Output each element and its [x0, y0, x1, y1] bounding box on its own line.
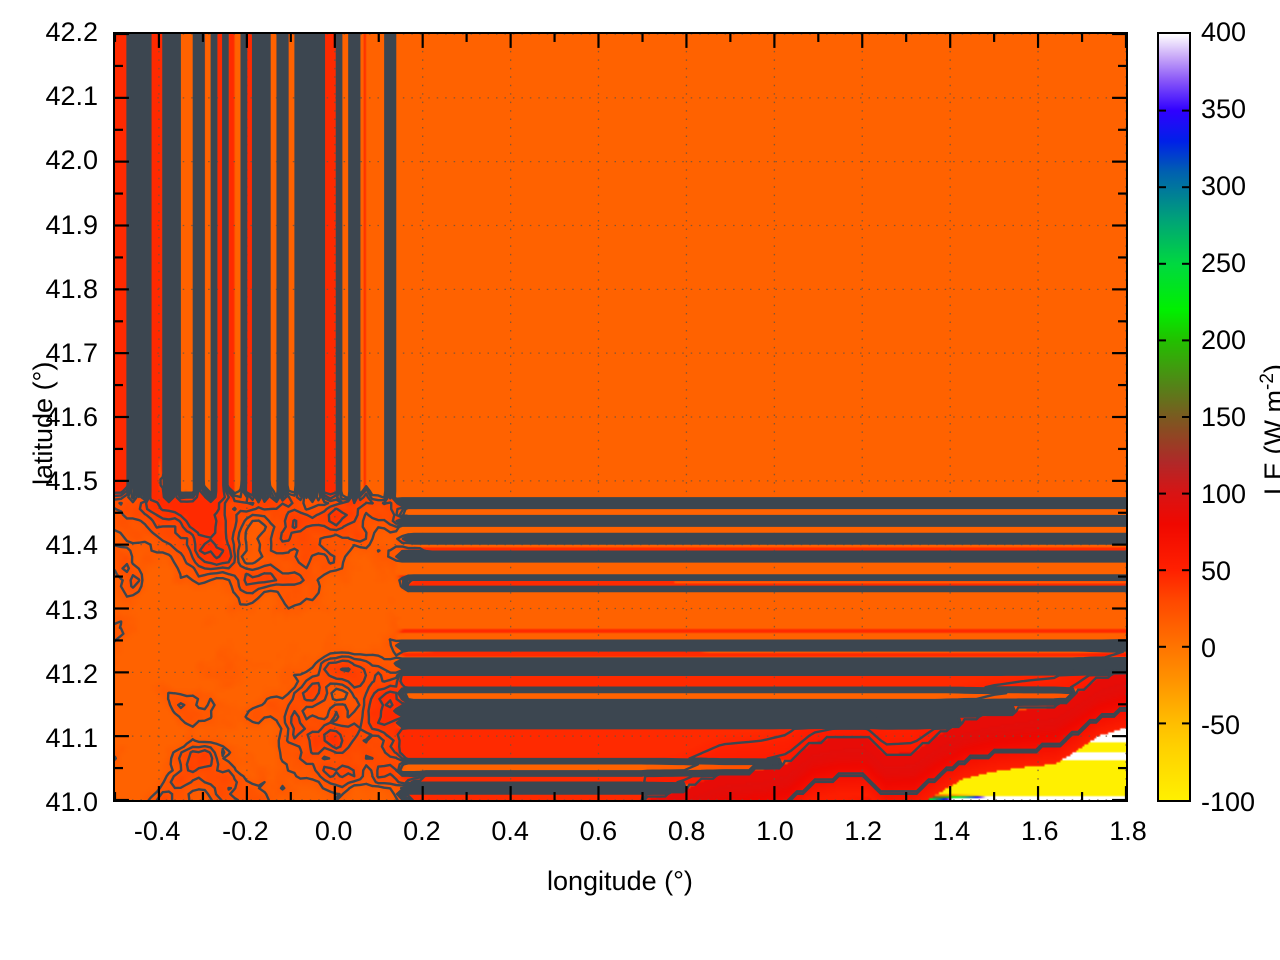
y-tick-label: 41.0	[45, 787, 98, 817]
colorbar-tick-label: 150	[1201, 402, 1247, 432]
y-tick-label: 41.5	[45, 466, 98, 497]
y-tick-label: 42.1	[45, 81, 98, 112]
colorbar-tick-label: 100	[1201, 479, 1247, 509]
grid-lines	[115, 34, 1126, 800]
x-tick-label: 1.4	[932, 816, 971, 846]
colorbar-tick-label: 350	[1201, 94, 1247, 124]
x-tick-label: 1.0	[756, 816, 794, 846]
axis-tick-marks	[115, 34, 1126, 800]
colorbar-tick-label: -50	[1201, 710, 1241, 740]
colorbar-title-superscript: -2	[1257, 373, 1278, 390]
colorbar-title-main: LE (W m	[1259, 390, 1280, 495]
x-tick-label: 0.0	[314, 816, 353, 846]
x-tick-label: 0.8	[667, 816, 706, 846]
y-tick-label: 41.7	[45, 337, 98, 368]
y-axis-title: latitude (°)	[28, 361, 58, 485]
x-tick-label: 1.6	[1020, 816, 1059, 846]
x-tick-label: 1.8	[1109, 816, 1147, 846]
contour-lines	[115, 34, 1126, 800]
x-tick-label: 0.4	[491, 816, 529, 846]
colorbar-tick-marks	[1159, 109, 1189, 725]
colorbar-tick-label: 300	[1201, 171, 1247, 201]
x-axis-title: longitude (°)	[547, 866, 693, 896]
y-tick-label: 41.1	[45, 722, 98, 753]
y-tick-label: 41.2	[45, 658, 98, 689]
colorbar-tick-label: 50	[1201, 556, 1232, 586]
x-tick-label: -0.2	[222, 816, 269, 846]
x-tick-label: 0.6	[579, 816, 618, 846]
y-tick-label: 42.0	[45, 145, 98, 176]
colorbar-tick-label: 250	[1201, 248, 1247, 278]
x-tick-label: -0.4	[133, 816, 181, 846]
y-tick-label: 41.4	[45, 530, 98, 561]
colorbar-tick-label: 0	[1201, 633, 1217, 663]
colorbar	[1157, 32, 1191, 802]
colorbar-title-tail: )	[1259, 364, 1280, 373]
heatmap-plot-area	[113, 32, 1128, 802]
y-tick-label: 41.3	[45, 594, 98, 625]
y-tick-label: 41.6	[45, 402, 98, 432]
y-tick-label: 41.9	[45, 209, 98, 240]
x-tick-label: 0.2	[403, 816, 441, 846]
colorbar-tick-label: 200	[1201, 325, 1247, 355]
y-tick-label: 41.8	[45, 273, 98, 304]
x-tick-label: 1.2	[844, 816, 882, 846]
y-tick-label: 42.2	[45, 17, 98, 47]
colorbar-tick-label: 400	[1201, 17, 1247, 47]
colorbar-tick-label: -100	[1201, 787, 1256, 817]
colorbar-title: LE (W m-2)	[1257, 364, 1280, 495]
